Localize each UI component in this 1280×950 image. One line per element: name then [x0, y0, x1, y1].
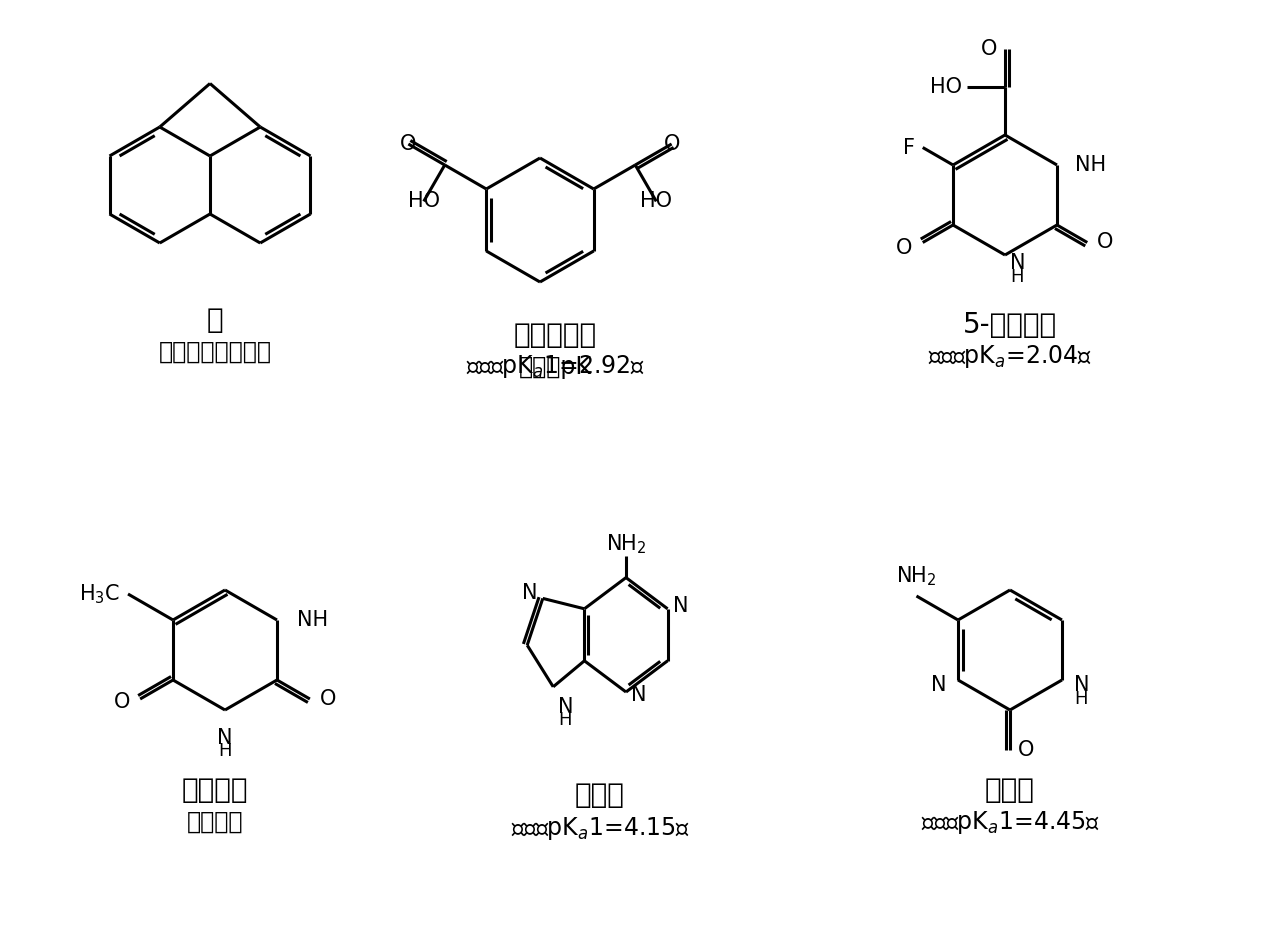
Text: （中性）: （中性） [187, 810, 243, 834]
Text: （酸；pK$_a$1=2.92）: （酸；pK$_a$1=2.92） [466, 353, 644, 381]
Text: N: N [218, 728, 233, 748]
Text: N: N [631, 685, 646, 705]
Text: N: N [931, 675, 946, 695]
Text: N: N [1074, 675, 1089, 695]
Text: （死体积标记物）: （死体积标记物） [159, 340, 271, 364]
Text: 苊: 苊 [206, 306, 223, 334]
Text: O: O [401, 134, 416, 154]
Text: H$_3$C: H$_3$C [79, 582, 120, 606]
Text: F: F [902, 138, 915, 158]
Text: 胸腺嘧啶: 胸腺嘧啶 [182, 776, 248, 804]
Text: N: N [672, 596, 689, 616]
Text: NH$_2$: NH$_2$ [605, 532, 646, 556]
Text: NH: NH [1075, 155, 1106, 175]
Text: O: O [896, 238, 913, 257]
Text: O: O [1097, 233, 1114, 253]
Text: （碱；pK$_a$1=4.45）: （碱；pK$_a$1=4.45） [920, 808, 1100, 835]
Text: NH$_2$: NH$_2$ [896, 564, 937, 588]
Text: （碱；pK$_a$1=4.15）: （碱；pK$_a$1=4.15） [511, 814, 690, 842]
Text: 5-氟乳清酸: 5-氟乳清酸 [963, 311, 1057, 339]
Text: O: O [1018, 740, 1034, 760]
Text: H: H [1074, 690, 1088, 708]
Text: N: N [1010, 253, 1025, 273]
Text: O: O [663, 134, 680, 154]
Text: O: O [980, 39, 997, 59]
Text: H: H [219, 742, 232, 760]
Text: H: H [1010, 268, 1024, 286]
Text: H: H [558, 711, 572, 729]
Text: （酸；pK$_a$=2.04）: （酸；pK$_a$=2.04） [928, 344, 1092, 370]
Text: HO: HO [931, 77, 963, 97]
Text: O: O [320, 689, 337, 709]
Text: 胞嘧啶: 胞嘧啶 [986, 776, 1036, 804]
Text: O: O [114, 692, 131, 712]
Text: HO: HO [408, 191, 440, 211]
Text: NH: NH [297, 610, 328, 630]
Text: N: N [558, 696, 573, 717]
Text: 邻苯二甲酸: 邻苯二甲酸 [513, 321, 596, 349]
Text: 腺嘌呤: 腺嘌呤 [575, 781, 625, 809]
Text: HO: HO [640, 191, 672, 211]
Text: （酸；pK: （酸；pK [518, 355, 591, 379]
Text: N: N [522, 583, 538, 603]
